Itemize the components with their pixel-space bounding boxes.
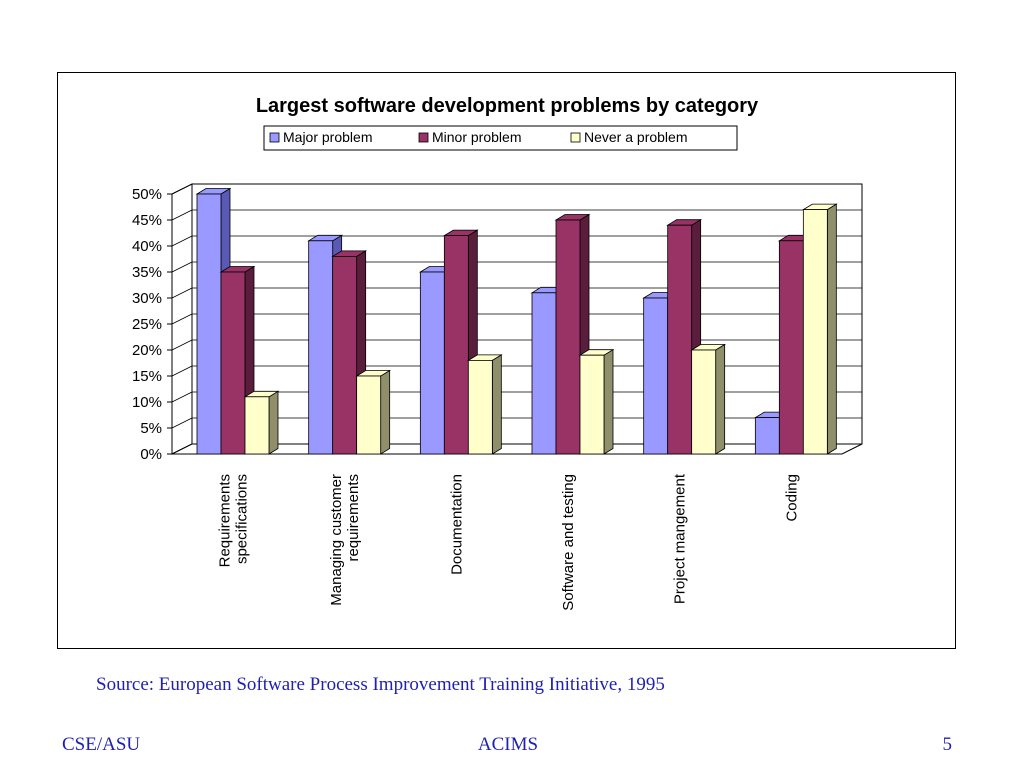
bar-front [244, 396, 270, 455]
x-tick-label: Requirements specifications [217, 474, 251, 567]
chart-frame: Largest software development problems by… [57, 72, 956, 649]
legend-label: Never a problem [584, 129, 688, 145]
y-tick-label: 45% [132, 212, 162, 229]
gridline-side [171, 209, 193, 221]
y-tick-label: 40% [132, 238, 162, 255]
bar [355, 369, 392, 455]
y-tick-label: 0% [140, 446, 162, 463]
bar-side [268, 390, 279, 455]
bar-front [308, 240, 334, 455]
chart-legend: Major problem Minor problem Never a proble… [263, 125, 738, 151]
x-tick-label-line: Managing customer [328, 474, 345, 606]
x-tick-label: Managing customer requirements [328, 474, 362, 606]
gridline-side [171, 261, 193, 273]
bar [578, 348, 615, 455]
x-tick-label-line: Software and testing [560, 474, 577, 611]
legend-box [263, 125, 738, 151]
x-tick-label-line: Requirements [217, 474, 234, 567]
bar-front [643, 297, 669, 455]
y-tick-label: 10% [132, 394, 162, 411]
y-tick-label: 30% [132, 290, 162, 307]
bar-front [667, 224, 693, 455]
gridline-side [171, 339, 193, 351]
bar [442, 229, 479, 455]
legend-swatch [418, 132, 429, 143]
gridline-side [171, 391, 193, 403]
bar-front [802, 209, 828, 455]
y-tick-label: 15% [132, 368, 162, 385]
gridline-side [171, 235, 193, 247]
x-tick-label: Documentation [448, 474, 465, 575]
bar-front [531, 292, 557, 455]
bar-front [555, 219, 581, 455]
x-tick-label-line: specifications [234, 474, 251, 564]
bar-front [332, 255, 358, 455]
bar-side [715, 343, 726, 455]
bar-front [778, 240, 804, 455]
bar-front [220, 271, 246, 455]
bar [801, 203, 838, 455]
y-tick-label: 50% [132, 186, 162, 203]
bar-front [419, 271, 445, 455]
y-tick-label: 5% [140, 420, 162, 437]
y-tick-label: 20% [132, 342, 162, 359]
source-citation: Source: European Software Process Improv… [96, 674, 665, 695]
legend-swatch [570, 132, 581, 143]
x-tick-label-line: Documentation [448, 474, 465, 575]
footer-center-label: ACIMS [477, 734, 539, 755]
legend-swatch [269, 132, 280, 143]
bar-front [443, 235, 469, 455]
gridline-side [171, 183, 193, 195]
legend-label: Major problem [283, 129, 372, 145]
bar-front [467, 359, 493, 455]
bar-front [691, 349, 717, 455]
x-tick-label: Project mangement [672, 473, 689, 604]
x-tick-label-line: Project mangement [672, 473, 689, 604]
gridline-side [171, 287, 193, 299]
bar-chart: Largest software development problems by… [132, 95, 863, 611]
bar-side [603, 348, 614, 455]
x-tick-label: Software and testing [560, 474, 577, 611]
x-tick-label-line: requirements [345, 474, 362, 562]
bar-front [754, 417, 780, 455]
bar-front [356, 375, 382, 455]
y-tick-label: 35% [132, 264, 162, 281]
bar-side [491, 354, 502, 455]
bar-side [380, 369, 391, 455]
bar-front [196, 193, 222, 455]
gridline-side [171, 417, 193, 429]
legend-label: Minor problem [432, 129, 521, 145]
footer-left-label: CSE/ASU [62, 734, 141, 755]
page-number: 5 [942, 734, 953, 755]
bar [466, 354, 503, 455]
y-tick-label: 25% [132, 316, 162, 333]
bar-side [826, 203, 837, 455]
x-tick-label: Coding [783, 474, 800, 522]
gridline-side [171, 313, 193, 325]
bar-front [579, 354, 605, 455]
x-tick-label-line: Coding [783, 474, 800, 522]
chart-title: Largest software development problems by… [256, 95, 759, 117]
gridline-side [171, 365, 193, 377]
bar [243, 390, 280, 455]
bar [690, 343, 727, 455]
